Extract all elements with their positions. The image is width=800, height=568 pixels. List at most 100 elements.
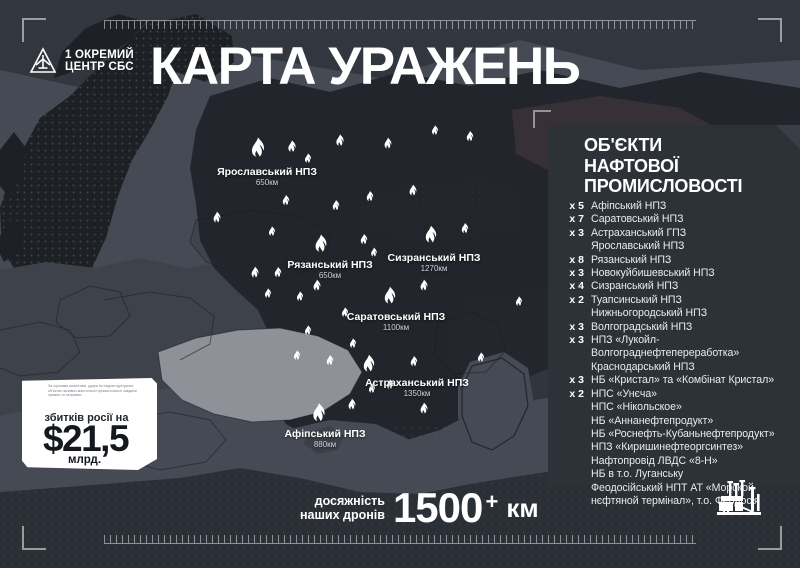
fire-icon (356, 230, 372, 248)
losses-unit: млрд. (67, 454, 102, 466)
fire-icon (328, 196, 344, 214)
map-site-label: Саратовський НПЗ 1100км (347, 311, 446, 333)
oil-object-row: х 5 Афіпський НПЗ (558, 200, 798, 213)
oil-object-name: Краснодарський НПЗ (591, 360, 695, 373)
page-title: КАРТА УРАЖЕНЬ (150, 37, 581, 96)
oil-object-row: Феодосійський НПТ АТ «Морской (558, 482, 798, 495)
fire-icon (380, 133, 397, 152)
reach-number: 1500 (392, 484, 483, 531)
ruler-line (104, 543, 696, 544)
oil-object-name: Рязанський НПЗ (591, 253, 672, 266)
fire-icon (243, 130, 273, 164)
panel-title-line-2: НАФТОВОЇ (584, 155, 679, 176)
fire-icon (416, 398, 433, 417)
map-site-name: Астраханський НПЗ (365, 377, 469, 389)
reach-unit: км (506, 492, 539, 523)
oil-object-name: Нижньогородський НПЗ (591, 307, 708, 320)
oil-object-count: х 3 (569, 226, 584, 239)
oil-object-name: Афіпський НПЗ (591, 200, 667, 212)
fire-icon (322, 351, 338, 369)
logo-text: 1 ОКРЕМИЙ ЦЕНТР СБС (65, 49, 134, 74)
fire-icon (247, 262, 264, 281)
oil-object-name: Саратовський НПЗ (591, 213, 684, 226)
fire-icon (293, 288, 308, 305)
logo-line-1: 1 ОКРЕМИЙ (65, 48, 134, 61)
oil-object-count: х 2 (569, 387, 584, 400)
oil-object-row: НБ «Аннанефтепродукт» (558, 415, 798, 428)
fire-icon (377, 280, 403, 309)
map-site-name: Рязанський НПЗ (287, 259, 373, 271)
fire-icon (418, 219, 444, 248)
map-site-name: Сизранський НПЗ (387, 252, 481, 264)
fire-icon (308, 228, 335, 258)
fire-icon (344, 394, 361, 413)
reach-plus-sign: + (485, 489, 499, 514)
oil-object-count: х 3 (569, 334, 584, 347)
oil-object-name: НПС «Нікольское» (591, 401, 682, 414)
map-site-distance: 1100км (382, 323, 410, 332)
fire-icon (462, 127, 478, 145)
oil-object-count: х 3 (569, 267, 584, 280)
oil-object-row: Краснодарський НПЗ (558, 361, 798, 374)
fire-icon (457, 219, 473, 237)
oil-object-row: НПС «Нікольское» (558, 401, 798, 414)
map-site-label: Рязанський НПЗ 650км (287, 259, 372, 281)
fire-icon (362, 187, 378, 205)
fire-icon (301, 150, 316, 167)
map-site-distance: 1270км (420, 264, 448, 273)
oil-object-name: НБ «Кристал» та «Комбінат Кристал» (591, 374, 775, 387)
map-site-distance: 1350км (403, 389, 431, 398)
corner-bracket-top-right (758, 18, 782, 42)
oil-object-row: х 2 НПС «Унєча» (558, 388, 798, 401)
losses-subtitle: збитків росії на (44, 412, 129, 424)
fire-icon (405, 180, 422, 199)
oil-object-row: НПЗ «Киришинефтеоргсинтез» (558, 441, 798, 454)
fire-icon (356, 348, 382, 377)
map-site-name: Афіпський НПЗ (284, 428, 366, 440)
corner-bracket-top-left (22, 18, 46, 42)
map-site-distance: 650км (255, 178, 279, 187)
oil-object-row: х 3 НПЗ «Лукойл- (558, 334, 798, 347)
map-site-label: Ярославський НПЗ 650км (217, 166, 317, 188)
losses-callout: За оцінками аналітиків, удари по інфраст… (22, 378, 157, 470)
oil-objects-list: х 5 Афіпський НПЗ х 7 Саратовський НПЗ х 3 Ас… (558, 200, 798, 508)
corner-bracket-panel (533, 110, 551, 128)
fire-icon (290, 347, 305, 364)
oil-object-count: х 7 (569, 213, 584, 226)
fire-icon (416, 275, 433, 294)
oil-object-name: НПС «Унєча» (591, 387, 658, 400)
logo-line-2: ЦЕНТР СБС (65, 61, 134, 73)
ruler-ticks (104, 21, 696, 29)
fire-icon (365, 380, 380, 397)
oil-object-row: х 3 Новокуйбишевський НПЗ (558, 267, 798, 280)
fire-icon (261, 285, 276, 302)
oil-object-row: Волгограднефтепереработка» (558, 347, 798, 360)
oil-object-name: Астраханський ГПЗ (591, 226, 687, 239)
oil-object-count: х 5 (569, 200, 584, 212)
ruler-line (104, 20, 696, 21)
brand-logo: 1 ОКРЕМИЙ ЦЕНТР СБС (28, 46, 134, 76)
panel-title-line-1: ОБ'ЄКТИ (584, 135, 662, 155)
fire-icon (331, 130, 349, 150)
oil-object-name: Ярославський НПЗ (591, 240, 685, 253)
oil-object-row: х 3 Волгоградський НПЗ (558, 321, 798, 334)
oil-object-row: нєфтяной термінал», т.о. Феодосія (558, 495, 798, 508)
oil-object-count: х 4 (569, 280, 584, 293)
oil-object-row: х 7 Саратовський НПЗ (558, 213, 798, 226)
ruler-ticks (104, 535, 696, 543)
oil-object-row: Ярославський НПЗ (558, 240, 798, 253)
map-site-label: Афіпський НПЗ 880км (284, 428, 365, 450)
fire-icon (512, 293, 527, 310)
losses-note: За оцінками аналітиків, удари по інфраст… (48, 384, 137, 398)
oil-object-name: Феодосійський НПТ АТ «Морской (591, 481, 754, 494)
oil-object-row: х 4 Сизранський НПЗ (558, 280, 798, 293)
oil-object-count: х 8 (569, 253, 584, 266)
oil-object-row: Нафтопровід ЛВДС «8-Н» (558, 455, 798, 468)
ruler-bottom (104, 534, 696, 550)
drone-triangle-emblem-icon (28, 46, 58, 76)
losses-amount: $21,5 (42, 418, 130, 459)
oil-object-name: Сизранський НПЗ (591, 280, 679, 293)
oil-object-name: Волгограднефтепереработка» (591, 347, 740, 360)
map-site-distance: 880км (313, 440, 337, 449)
panel-title: ОБ'ЄКТИ НАФТОВОЇ ПРОМИСЛОВОСТІ (584, 135, 743, 197)
